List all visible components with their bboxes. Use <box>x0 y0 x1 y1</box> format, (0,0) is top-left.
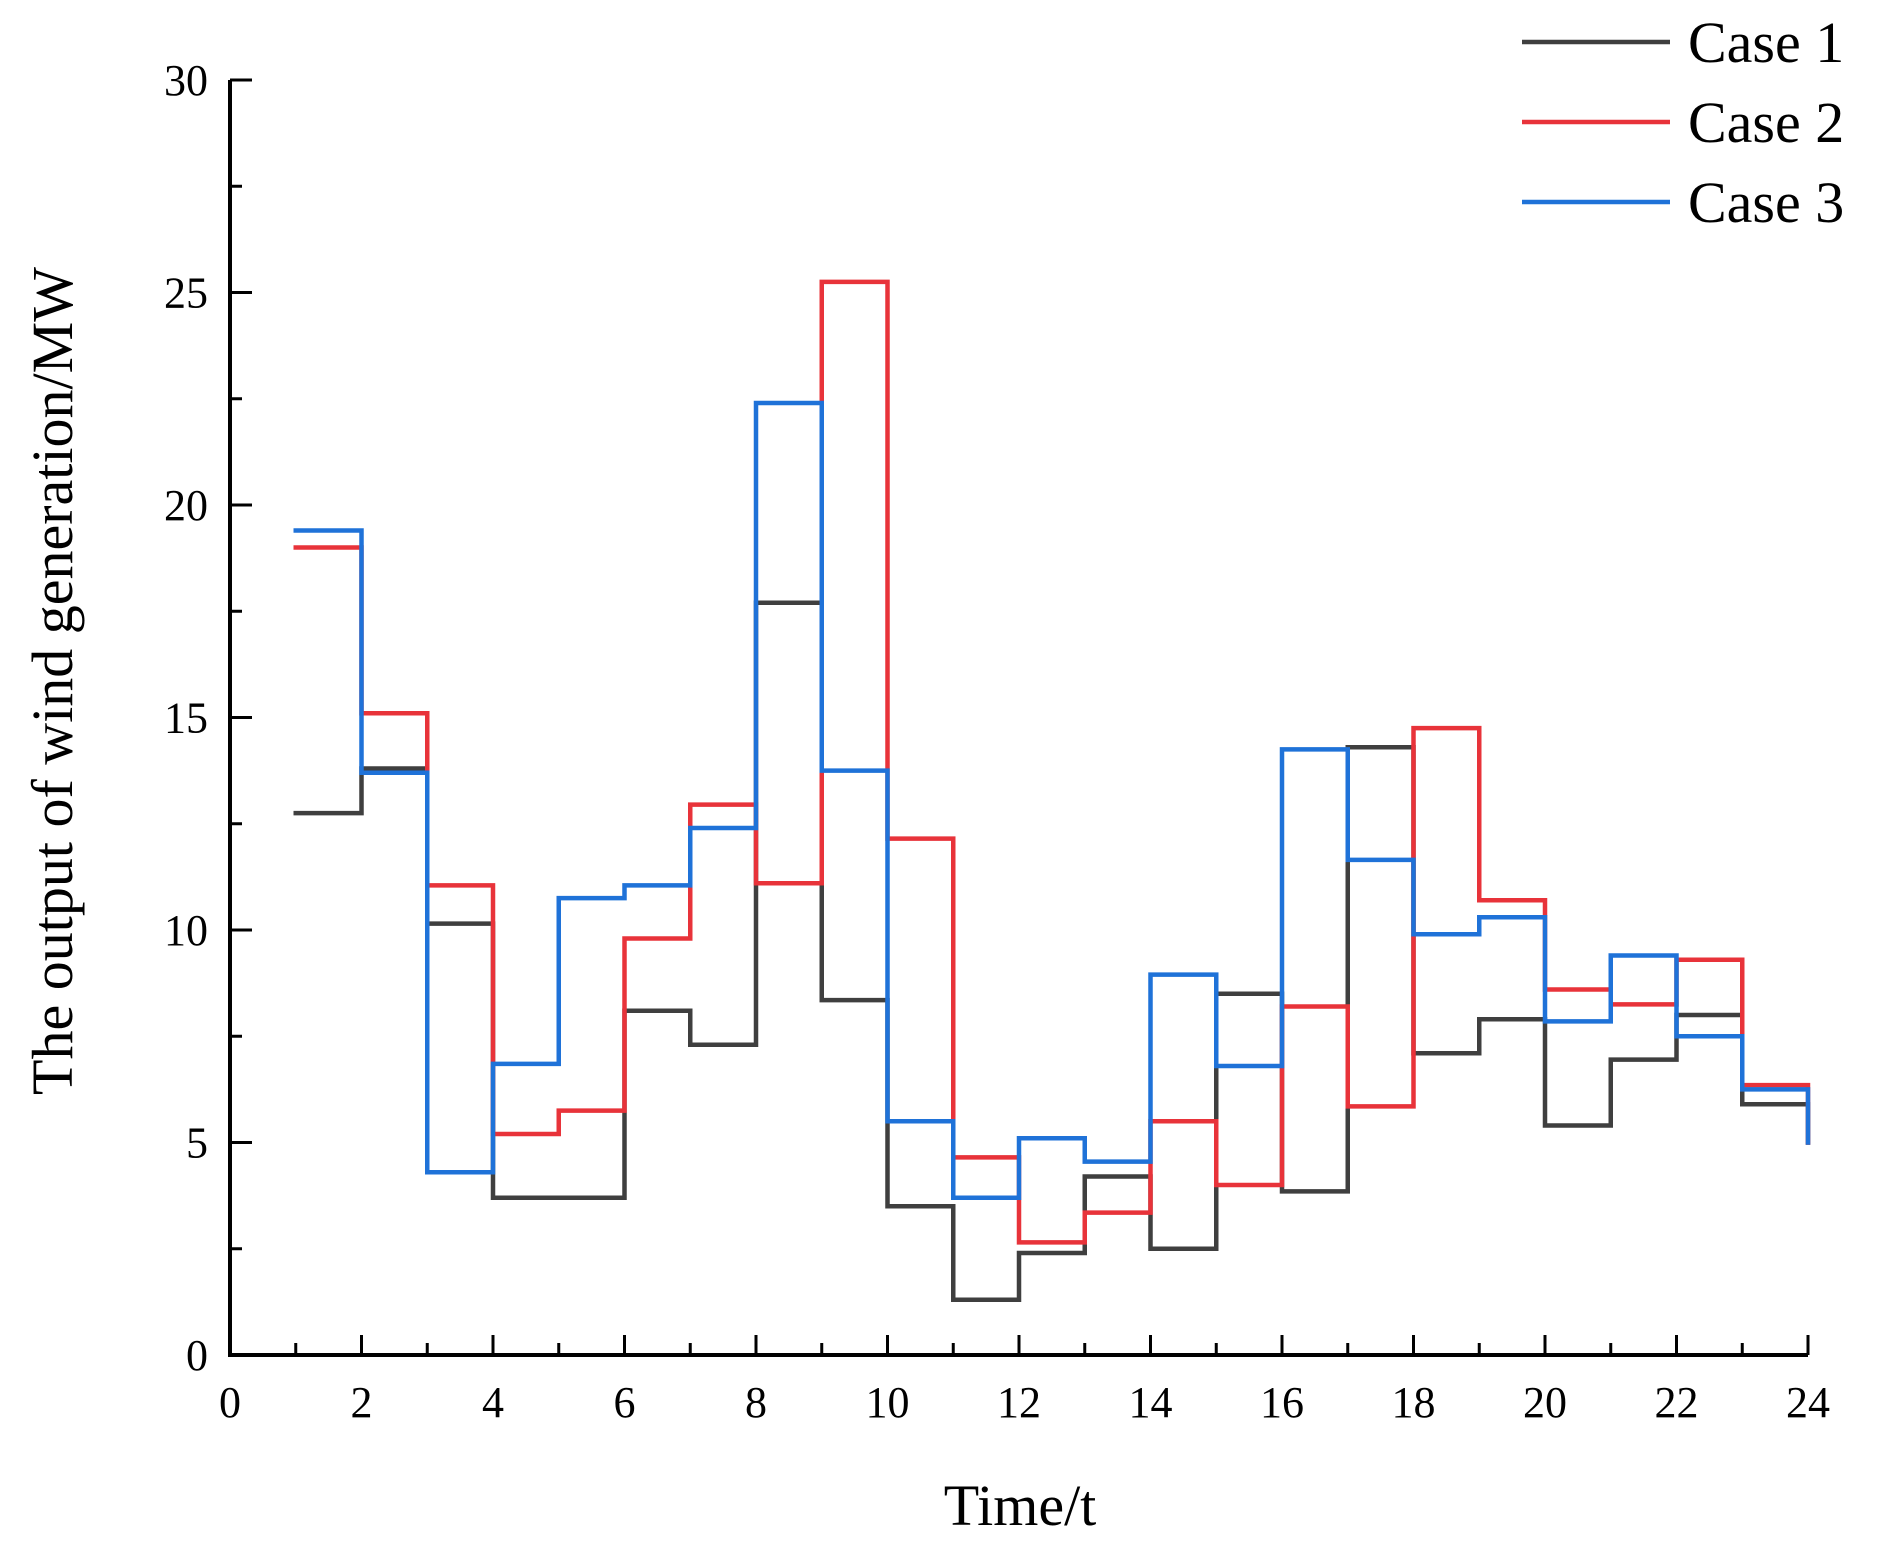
y-tick-label: 15 <box>164 694 208 743</box>
x-tick-label: 2 <box>351 1378 373 1427</box>
y-tick-label: 10 <box>164 906 208 955</box>
x-tick-label: 20 <box>1523 1378 1567 1427</box>
legend: Case 1 Case 2 Case 3 <box>1522 10 1844 235</box>
x-tick-label: 24 <box>1786 1378 1830 1427</box>
legend-label-case-2: Case 2 <box>1688 90 1844 155</box>
x-tick-label: 0 <box>219 1378 241 1427</box>
x-tick-label: 16 <box>1260 1378 1304 1427</box>
x-tick-label: 10 <box>866 1378 910 1427</box>
series-line-case-1 <box>293 600 1811 1302</box>
y-tick-label: 20 <box>164 481 208 530</box>
x-tick-label: 18 <box>1392 1378 1436 1427</box>
legend-label-case-3: Case 3 <box>1688 170 1844 235</box>
x-tick-label: 6 <box>614 1378 636 1427</box>
legend-label-case-1: Case 1 <box>1688 10 1844 75</box>
x-tick-label: 8 <box>745 1378 767 1427</box>
x-tick-label: 14 <box>1129 1378 1173 1427</box>
y-tick-label: 25 <box>164 269 208 318</box>
y-tick-label: 5 <box>186 1119 208 1168</box>
y-tick-label: 0 <box>186 1331 208 1380</box>
x-tick-label: 12 <box>997 1378 1041 1427</box>
y-tick-label: 30 <box>164 56 208 105</box>
x-tick-label: 4 <box>482 1378 504 1427</box>
series-line-case-2 <box>293 279 1811 1245</box>
series-line-case-3 <box>293 400 1811 1200</box>
x-axis-title: Time/t <box>944 1473 1097 1538</box>
x-tick-label: 22 <box>1655 1378 1699 1427</box>
series-layer <box>293 279 1811 1302</box>
y-axis-title: The output of wind generation/MW <box>20 267 85 1095</box>
